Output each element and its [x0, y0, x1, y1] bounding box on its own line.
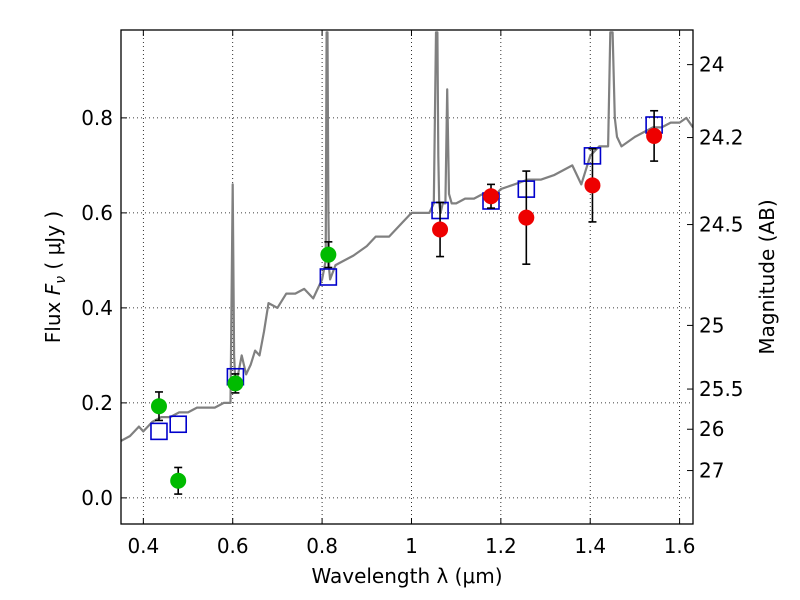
right-tick-label: 25.5	[699, 377, 744, 401]
right-axis-label: Magnitude (AB)	[755, 199, 779, 354]
right-tick-label: 24	[699, 53, 724, 77]
right-tick-label: 26	[699, 417, 724, 441]
flux-point	[320, 246, 337, 263]
spectrum-line	[121, 31, 693, 442]
x-tick-label: 0.6	[217, 534, 249, 558]
model-square-point	[319, 268, 338, 286]
x-tick-label: 1.6	[664, 534, 696, 558]
flux-point	[432, 221, 449, 238]
right-tick-label: 24.5	[699, 213, 744, 237]
flux-point	[150, 398, 167, 415]
x-tick-label: 0.8	[306, 534, 338, 558]
y-axis-label-unit: ( μJy )	[41, 211, 65, 276]
x-tick-label: 1	[405, 534, 418, 558]
flux-point	[584, 177, 601, 194]
flux-point	[518, 209, 535, 226]
y-tick-label: 0.8	[81, 106, 113, 130]
x-tick-label: 0.4	[127, 534, 159, 558]
x-axis-label: Wavelength λ (μm)	[311, 564, 502, 588]
x-tick-label: 1.2	[485, 534, 517, 558]
right-tick-label: 25	[699, 313, 724, 337]
flux-point	[646, 127, 663, 144]
right-tick-label: 24.2	[699, 126, 744, 150]
flux-point	[170, 472, 187, 489]
flux-point	[483, 188, 500, 205]
plot-frame	[120, 29, 694, 525]
y-tick-label: 0.6	[81, 201, 113, 225]
y-tick-label: 0.2	[81, 391, 113, 415]
y-tick-label: 0.4	[81, 296, 113, 320]
ticks: 0.4 0.6 0.8 1 1.2 1.4 1.6 0.0 0.2 0.4 0.6 0.8 24 24.2…	[81, 30, 744, 558]
right-tick-label: 27	[699, 459, 724, 483]
flux-point	[227, 375, 244, 392]
model-square-point	[150, 422, 168, 441]
model-square-point	[169, 415, 187, 434]
y-tick-label: 0.0	[81, 486, 113, 510]
plot-area	[121, 31, 693, 495]
y-axis-label-symbol: F	[41, 283, 65, 295]
y-axis-label-sub: ν	[53, 276, 69, 284]
y-axis-label-prefix: Flux	[41, 295, 65, 343]
grid	[121, 30, 693, 524]
x-tick-label: 1.4	[574, 534, 606, 558]
y-axis-label: Flux Fν ( μJy )	[41, 211, 69, 343]
